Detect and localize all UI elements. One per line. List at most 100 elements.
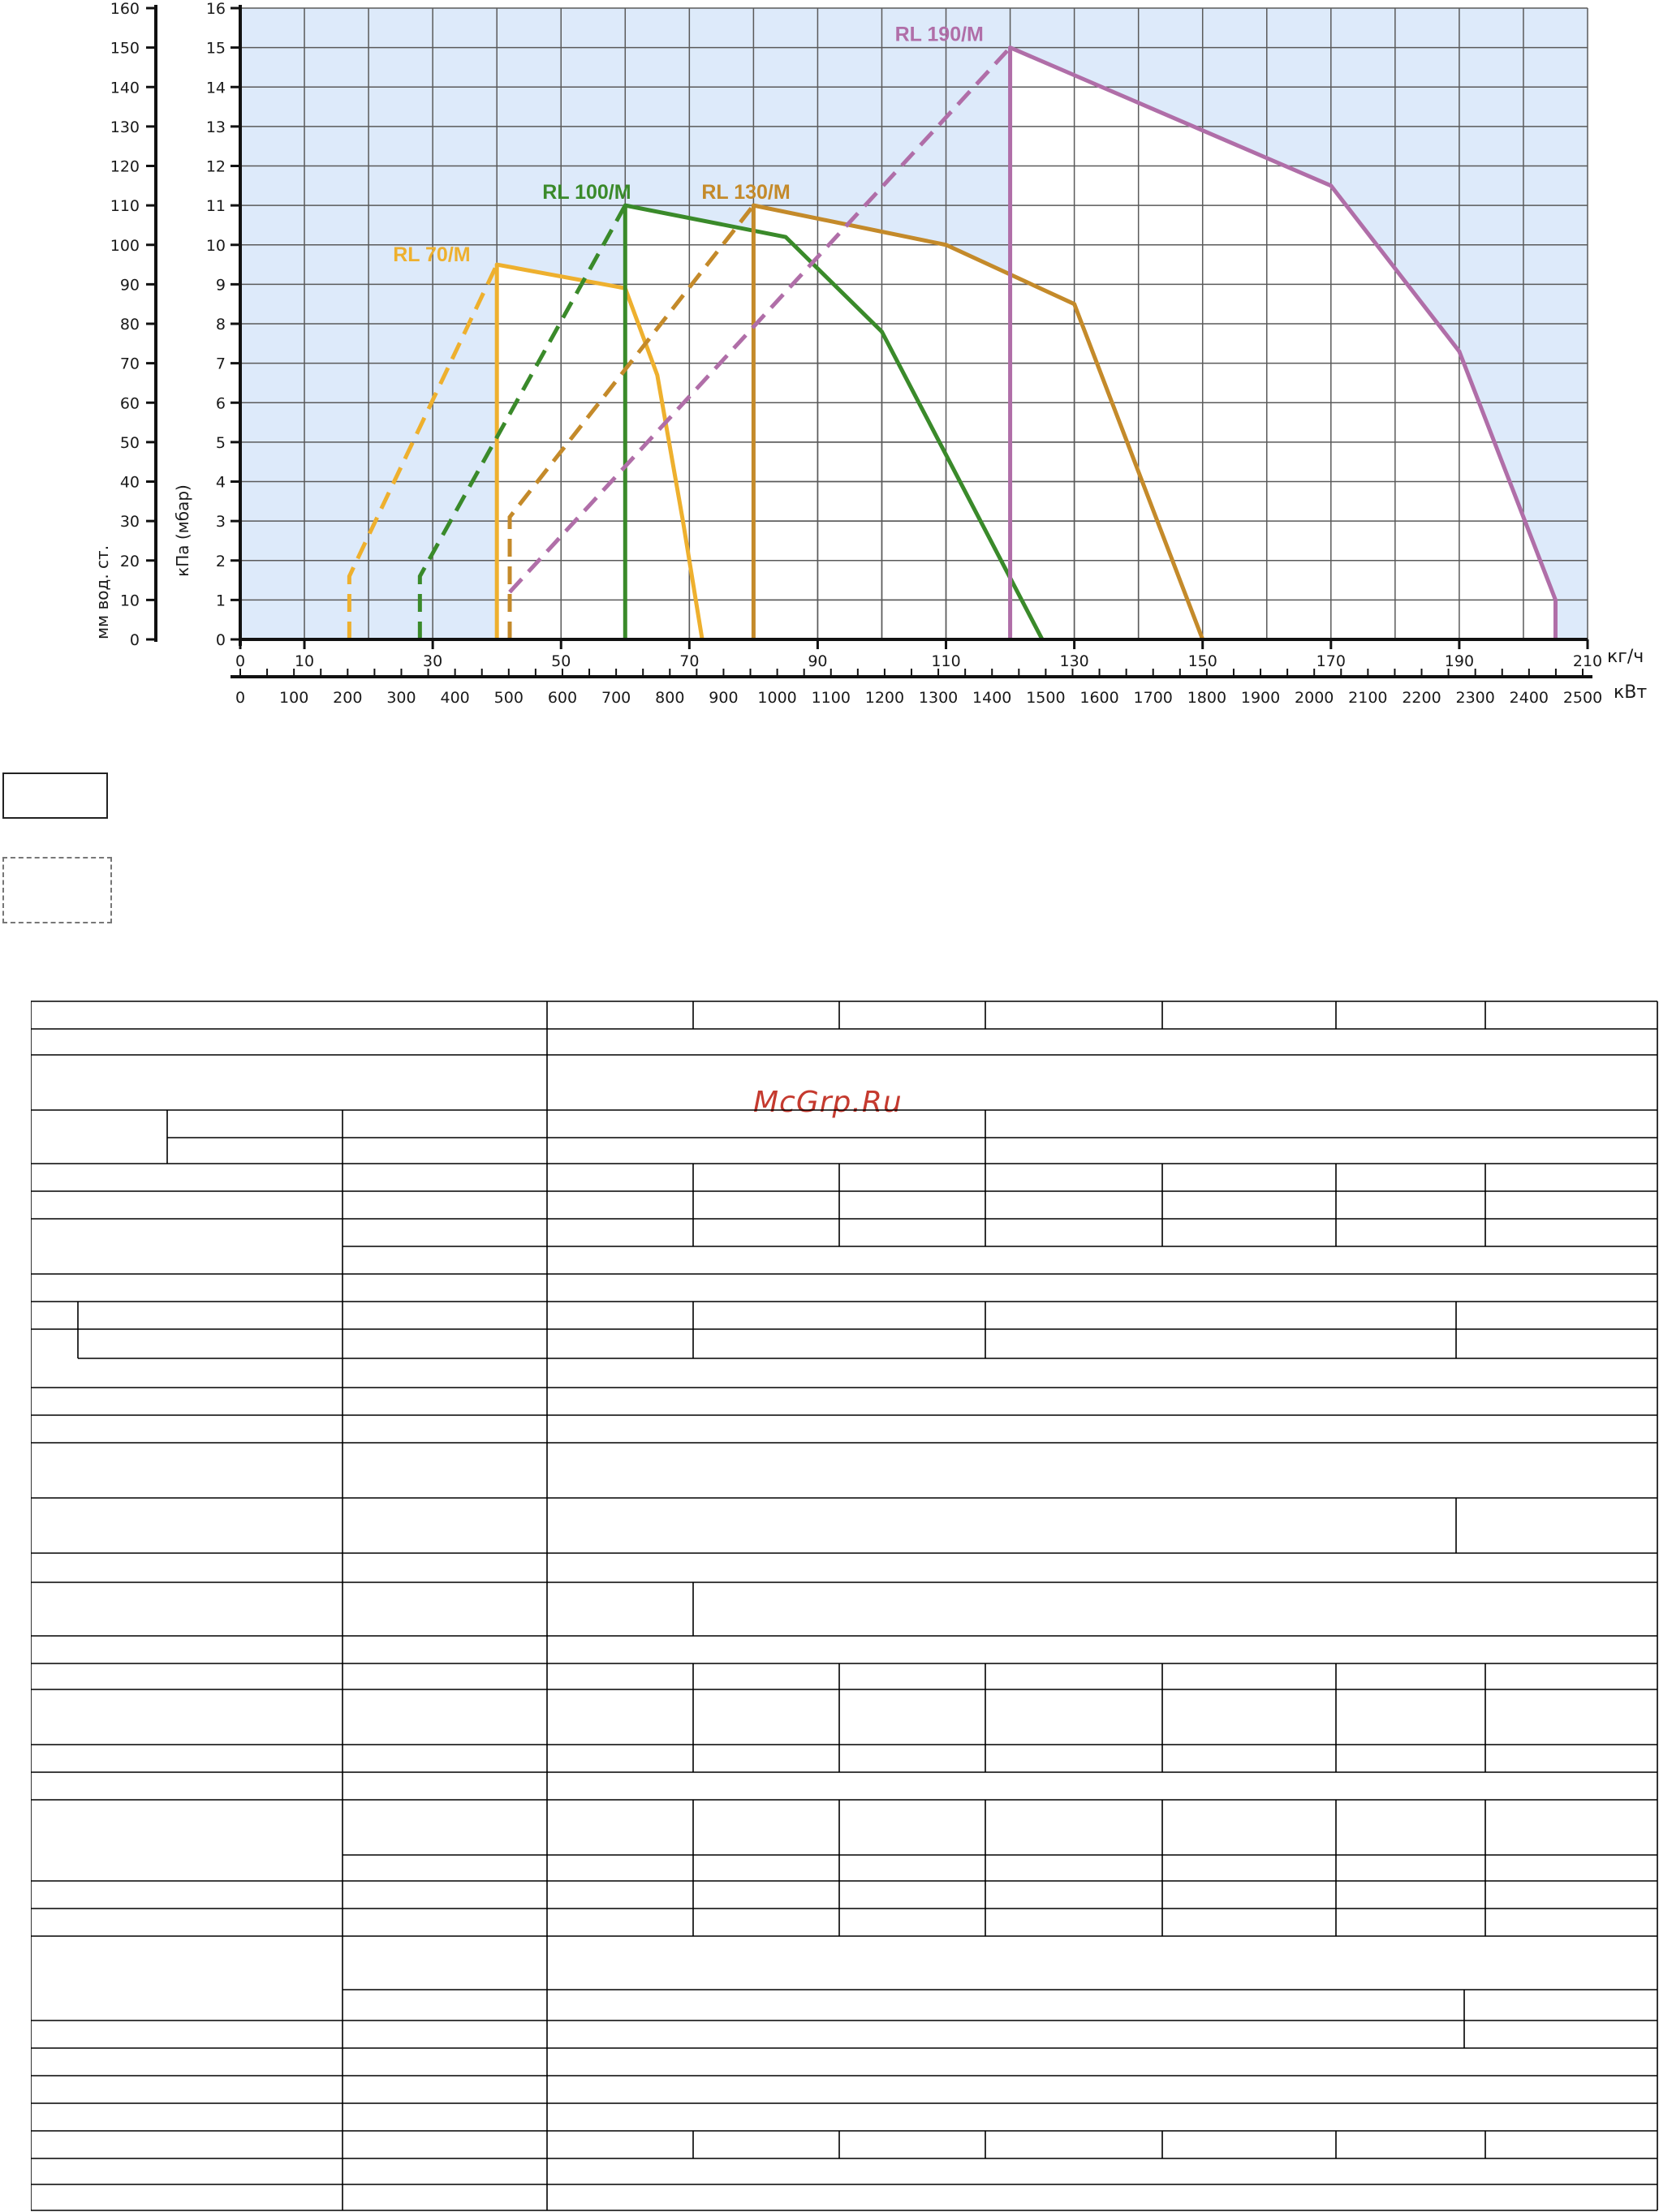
series-rl-70-m-solid (494, 262, 705, 640)
x-secondary-tick-label: 2500 (1563, 689, 1602, 707)
series-rl-130-m-solid (751, 203, 1205, 640)
y-right-tick-label: 14 (206, 79, 226, 97)
x-primary-tick-label: 90 (808, 652, 827, 670)
x-secondary-tick-label: 200 (333, 689, 362, 707)
y-right-tick-label: 15 (206, 40, 226, 58)
x-primary-tick-label: 150 (1188, 652, 1217, 670)
y-right-tick-label: 5 (216, 434, 226, 452)
y-right-tick-label: 0 (216, 631, 226, 649)
x-primary-tick-label: 30 (423, 652, 442, 670)
y-left-tick-labels: 0 10 20 30 40 50 60 70 80 90 100 110 120 130 140 150 160 (110, 0, 157, 649)
legend-solid-box (2, 772, 108, 819)
x-secondary-tick-label: 2000 (1295, 689, 1334, 707)
x-secondary-tick-label: 900 (709, 689, 738, 707)
x-primary-tick-label: 190 (1445, 652, 1474, 670)
y-left-tick-label: 120 (110, 158, 140, 176)
y-left-tick-label: 50 (120, 434, 140, 452)
y-right-tick-label: 3 (216, 513, 226, 531)
x-secondary-tick-label: 1300 (919, 689, 958, 707)
series-rl-100-m-dashed (417, 204, 627, 639)
x-primary-unit: кг/ч (1607, 647, 1644, 667)
y-right-tick-label: 4 (216, 474, 226, 492)
y-left-tick-label: 110 (110, 197, 140, 215)
x-secondary-tick-label: 2300 (1456, 689, 1495, 707)
series-labels: RL 70/M RL 100/M RL 130/M RL 190/M (393, 24, 984, 266)
series-rl-190-m-dashed (508, 45, 1012, 594)
x-secondary-tick-label: 1200 (865, 689, 904, 707)
x-secondary-tick-label: 100 (279, 689, 308, 707)
x-secondary-tick-label: 2400 (1510, 689, 1549, 707)
x-secondary-tick-label: 300 (386, 689, 416, 707)
x-secondary-tick-label: 1700 (1134, 689, 1173, 707)
y-right-tick-label: 2 (216, 553, 226, 570)
y-left-tick-label: 20 (120, 553, 140, 570)
x-secondary-tick-label: 700 (601, 689, 631, 707)
x-secondary-unit: кВт (1614, 682, 1647, 703)
series-label: RL 130/M (701, 181, 790, 204)
y-right-tick-label: 6 (216, 394, 226, 412)
y-left-axis-label: мм вод. ст. (93, 545, 112, 639)
y-right-tick-label: 9 (216, 276, 226, 294)
x-secondary-tick-label: 1400 (972, 689, 1011, 707)
series-label: RL 190/M (895, 24, 984, 46)
y-left-tick-label: 140 (110, 79, 140, 97)
x-primary-tick-label: 210 (1573, 652, 1602, 670)
x-secondary-tick-label: 2200 (1402, 689, 1441, 707)
y-right-tick-label: 12 (206, 158, 226, 176)
x-secondary-tick-label: 1100 (812, 689, 851, 707)
legend-dashed-box (2, 857, 112, 923)
x-secondary-tick-label: 1800 (1187, 689, 1226, 707)
series-label: RL 100/M (542, 181, 631, 204)
x-primary-tick-label: 130 (1059, 652, 1088, 670)
x-secondary-tick-label: 400 (441, 689, 470, 707)
x-primary-tick-labels: 0 10 30 50 70 90 110 130 150 170 190 210 (235, 639, 1602, 670)
x-secondary-tick-label: 1000 (757, 689, 796, 707)
series-layer (347, 45, 1558, 641)
x-primary-tick-label: 50 (551, 652, 571, 670)
x-primary-tick-label: 170 (1316, 652, 1346, 670)
spec-table-grid (31, 1001, 1658, 2211)
x-secondary-tick-labels: 0 100 200 300 400 500 600 700 800 900 1000 1100 1200… (235, 669, 1602, 707)
y-left-tick-label: 80 (120, 316, 140, 334)
y-left-tick-label: 30 (120, 513, 140, 531)
y-right-axis-label: кПа (мбар) (173, 484, 192, 577)
y-left-tick-label: 10 (120, 592, 140, 609)
x-primary-tick-label: 10 (295, 652, 314, 670)
y-left-tick-label: 160 (110, 0, 140, 18)
x-secondary-tick-label: 1600 (1079, 689, 1118, 707)
y-right-tick-label: 8 (216, 316, 226, 334)
watermark: McGrp.Ru (753, 1086, 903, 1119)
y-left-tick-label: 0 (130, 631, 140, 649)
y-left-tick-label: 70 (120, 355, 140, 373)
x-primary-tick-label: 110 (931, 652, 960, 670)
y-right-tick-label: 7 (216, 355, 226, 373)
y-right-tick-label: 16 (206, 0, 226, 18)
series-rl-100-m-solid (623, 203, 1045, 641)
x-primary-tick-label: 70 (679, 652, 699, 670)
y-right-tick-label: 1 (216, 592, 226, 609)
series-rl-70-m-dashed (347, 263, 499, 639)
y-left-tick-label: 150 (110, 40, 140, 58)
x-secondary-tick-label: 0 (235, 689, 245, 707)
y-right-tick-label: 11 (206, 197, 226, 215)
y-left-tick-label: 60 (120, 394, 140, 412)
y-left-tick-label: 40 (120, 474, 140, 492)
series-rl-130-m-dashed (507, 204, 756, 639)
y-left-tick-label: 100 (110, 237, 140, 255)
series-label: RL 70/M (393, 243, 470, 266)
x-secondary-tick-label: 1500 (1026, 689, 1065, 707)
working-field-chart: 0102030405060708090100110120130140150160… (93, 0, 1647, 707)
x-secondary-tick-label: 1900 (1241, 689, 1280, 707)
x-primary-tick-label: 0 (235, 652, 245, 670)
series-rl-190-m-solid (1008, 45, 1558, 639)
y-right-tick-label: 13 (206, 118, 226, 136)
x-secondary-tick-label: 500 (494, 689, 524, 707)
y-right-tick-label: 10 (206, 237, 226, 255)
y-left-tick-label: 130 (110, 118, 140, 136)
x-secondary-tick-label: 2100 (1348, 689, 1387, 707)
y-left-tick-label: 90 (120, 276, 140, 294)
field-grid (1009, 47, 1556, 640)
x-secondary-tick-label: 800 (655, 689, 684, 707)
x-secondary-tick-label: 600 (548, 689, 577, 707)
